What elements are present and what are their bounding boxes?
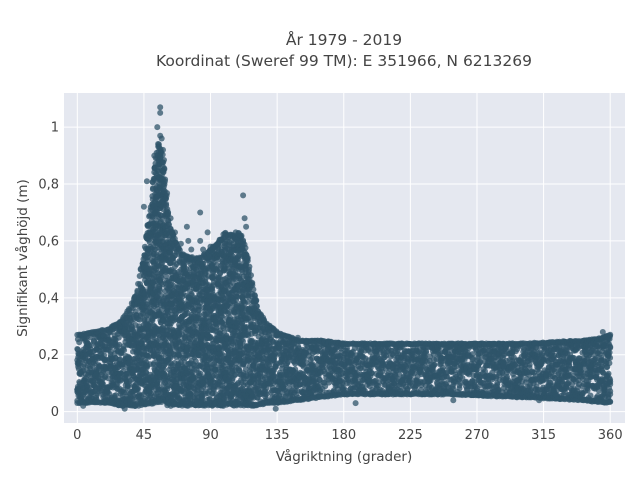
data-point <box>113 392 119 399</box>
data-point <box>161 165 168 172</box>
data-point <box>161 178 168 185</box>
data-points <box>74 104 614 412</box>
data-point <box>115 334 122 341</box>
data-point <box>246 266 252 273</box>
data-point <box>165 209 172 216</box>
data-point <box>144 257 151 264</box>
data-point <box>121 347 128 354</box>
data-point <box>161 157 167 163</box>
data-point <box>244 256 251 263</box>
data-point <box>144 334 151 341</box>
data-point <box>196 303 203 310</box>
data-point <box>164 190 171 197</box>
data-point <box>146 239 153 246</box>
data-point <box>76 339 83 346</box>
data-point <box>163 195 169 202</box>
data-point <box>135 385 142 392</box>
data-point <box>146 353 152 359</box>
data-point <box>159 151 166 158</box>
data-point <box>248 272 254 279</box>
data-point <box>116 341 123 348</box>
data-point <box>250 286 257 293</box>
